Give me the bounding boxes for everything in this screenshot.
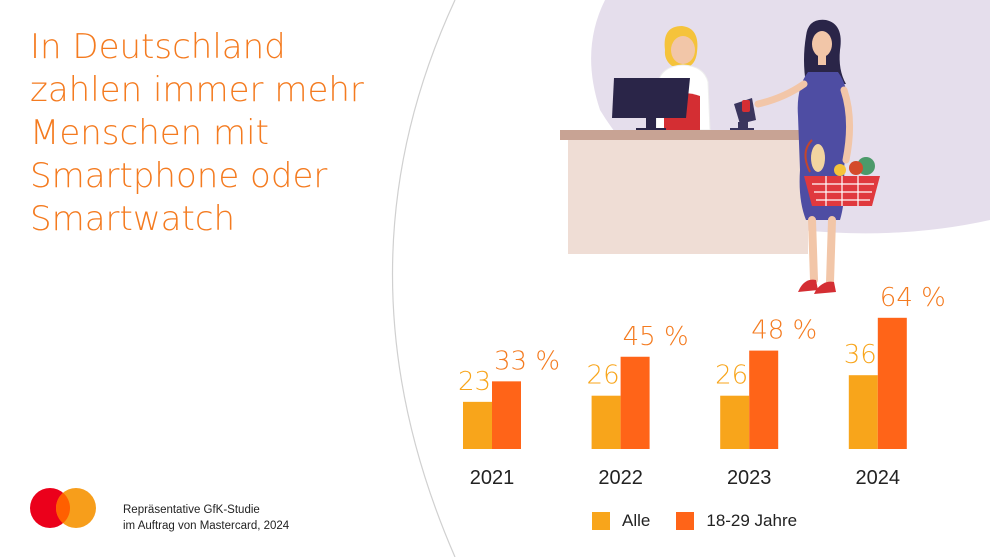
headline-line-4: Smartphone oder xyxy=(30,156,328,196)
value-label-18-29-2022: 45 % xyxy=(623,322,689,352)
bar-18-29-2021 xyxy=(492,381,521,449)
bar-18-29-2022 xyxy=(620,356,650,449)
bar-alle-2022 xyxy=(591,395,621,449)
category-label-2023: 2023 xyxy=(727,467,772,489)
source-line-1: Repräsentative GfK-Studie xyxy=(123,504,260,516)
source-note: Repräsentative GfK-Studie im Auftrag von… xyxy=(123,502,289,534)
legend-swatch-18-29 xyxy=(676,512,695,530)
category-label-2021: 2021 xyxy=(470,467,515,489)
bar-alle-2023 xyxy=(720,395,750,449)
value-label-18-29-2021: 33 % xyxy=(494,346,560,376)
shopping-basket xyxy=(804,139,880,206)
legend-label-alle: Alle xyxy=(622,511,651,530)
legend-item-alle: Alle xyxy=(592,511,650,531)
headline-line-1: In Deutschland xyxy=(30,27,286,67)
category-label-2022: 2022 xyxy=(598,467,643,489)
bar-alle-2024 xyxy=(848,375,878,449)
bar-alle-2021 xyxy=(463,401,492,449)
value-label-alle-2023: 26 xyxy=(715,361,748,391)
bar-18-29-2024 xyxy=(877,317,907,449)
legend-item-18-29: 18-29 Jahre xyxy=(676,511,797,531)
checkout-counter xyxy=(560,130,822,254)
value-label-alle-2022: 26 xyxy=(587,361,620,391)
headline: In Deutschland zahlen immer mehr Mensche… xyxy=(30,26,410,241)
headline-line-3: Menschen mit xyxy=(30,113,269,153)
headline-line-2: zahlen immer mehr xyxy=(30,70,364,110)
legend-swatch-alle xyxy=(592,512,610,530)
headline-line-5: Smartwatch xyxy=(30,199,236,239)
bar-18-29-2023 xyxy=(749,350,779,449)
value-label-18-29-2023: 48 % xyxy=(751,316,817,346)
mastercard-logo xyxy=(30,488,96,528)
chart-legend: Alle 18-29 Jahre xyxy=(592,510,797,532)
source-line-2: im Auftrag von Mastercard, 2024 xyxy=(123,520,290,532)
legend-label-18-29: 18-29 Jahre xyxy=(706,511,798,530)
category-label-2024: 2024 xyxy=(856,467,901,489)
value-label-alle-2021: 23 xyxy=(458,367,491,397)
value-label-alle-2024: 36 xyxy=(844,340,877,370)
value-label-18-29-2024: 64 % xyxy=(880,283,946,313)
